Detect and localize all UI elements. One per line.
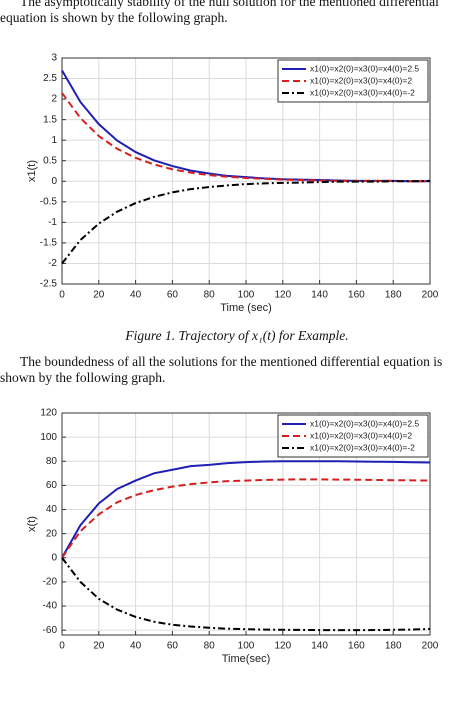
x-axis-label: Time(sec) (222, 653, 270, 665)
y-tick-label: -60 (43, 625, 58, 636)
y-tick-label: 1.5 (43, 114, 57, 125)
paragraph: The asymptotically stability of the null… (0, 0, 439, 25)
x-tick-label: 140 (311, 641, 328, 652)
x-tick-label: 140 (311, 290, 328, 301)
y-tick-label: 40 (46, 504, 58, 515)
y-tick-label: -1.5 (40, 238, 58, 249)
y-tick-label: 80 (46, 456, 58, 467)
plot-frame (61, 57, 431, 285)
y-tick-label: 0 (51, 176, 57, 187)
chart: 0 20 40 60 80 100 120 140 160 180 200 -60 -40 -20 0 20 4… (26, 408, 439, 665)
x-tick-label: 100 (238, 641, 255, 652)
legend-box (277, 59, 429, 103)
legend-box (277, 414, 429, 458)
y-tick-label: -0.5 (40, 196, 58, 207)
x-tick-label: 40 (130, 290, 142, 301)
figure-caption: Figure 1. Trajectory of x₁(t) for Exampl… (125, 328, 349, 343)
legend-label: x1(0)=x2(0)=x3(0)=x4(0)=2 (310, 430, 412, 440)
x-tick-label: 60 (167, 641, 179, 652)
y-tick-label: 120 (40, 408, 57, 419)
series-line (61, 460, 431, 559)
x-tick-label: 80 (204, 290, 216, 301)
y-tick-label: 0 (51, 552, 57, 563)
legend: x1(0)=x2(0)=x3(0)=x4(0)=2.5 x1(0)=x2(0)=x… (277, 414, 429, 458)
x-tick-label: 40 (130, 641, 142, 652)
y-tick-label: -40 (43, 601, 58, 612)
legend-label: x1(0)=x2(0)=x3(0)=x4(0)=2.5 (310, 418, 419, 428)
x-tick-label: 80 (204, 641, 216, 652)
x-tick-label: 0 (59, 641, 65, 652)
x-tick-label: 180 (385, 290, 402, 301)
legend-label: x1(0)=x2(0)=x3(0)=x4(0)=-2 (310, 442, 415, 452)
series-line (61, 557, 431, 632)
x-tick-label: 160 (348, 290, 365, 301)
y-tick-label: -2 (48, 258, 57, 269)
y-axis-label: x1(t) (26, 160, 38, 182)
legend-label: x1(0)=x2(0)=x3(0)=x4(0)=-2 (310, 87, 415, 97)
series-line (61, 478, 431, 559)
x-tick-label: 120 (274, 290, 291, 301)
series-line (61, 179, 431, 265)
x-tick-label: 20 (93, 290, 105, 301)
x-tick-label: 60 (167, 290, 179, 301)
y-tick-label: 2 (51, 94, 57, 105)
y-tick-label: 20 (46, 528, 58, 539)
y-axis-label: x(t) (26, 516, 38, 532)
paragraph: The boundedness of all the solutions for… (0, 354, 443, 385)
x-tick-label: 200 (422, 641, 439, 652)
x-tick-label: 120 (274, 641, 291, 652)
y-tick-label: 0.5 (43, 155, 57, 166)
legend-label: x1(0)=x2(0)=x3(0)=x4(0)=2 (310, 75, 412, 85)
y-tick-label: 2.5 (43, 73, 57, 84)
x-tick-label: 20 (93, 641, 105, 652)
y-tick-label: 3 (51, 53, 57, 64)
chart: 0 20 40 60 80 100 120 140 160 180 200-2.5-2-1.5-1-… (26, 53, 439, 314)
x-tick-label: 100 (238, 290, 255, 301)
plot-frame (61, 412, 431, 636)
x-tick-label: 200 (422, 290, 439, 301)
x-tick-label: 180 (385, 641, 402, 652)
y-tick-label: 100 (40, 432, 57, 443)
legend: x1(0)=x2(0)=x3(0)=x4(0)=2.5 x1(0)=x2(0)=x… (277, 59, 429, 103)
y-tick-label: -20 (43, 577, 58, 588)
x-tick-label: 0 (59, 290, 65, 301)
y-tick-label: -1 (48, 217, 57, 228)
y-tick-label: 60 (46, 480, 58, 491)
x-axis-label: Time (sec) (220, 302, 272, 314)
x-tick-label: 160 (348, 641, 365, 652)
legend-label: x1(0)=x2(0)=x3(0)=x4(0)=2.5 (310, 63, 419, 73)
y-tick-label: -2.5 (40, 279, 58, 290)
y-tick-label: 1 (51, 135, 57, 146)
